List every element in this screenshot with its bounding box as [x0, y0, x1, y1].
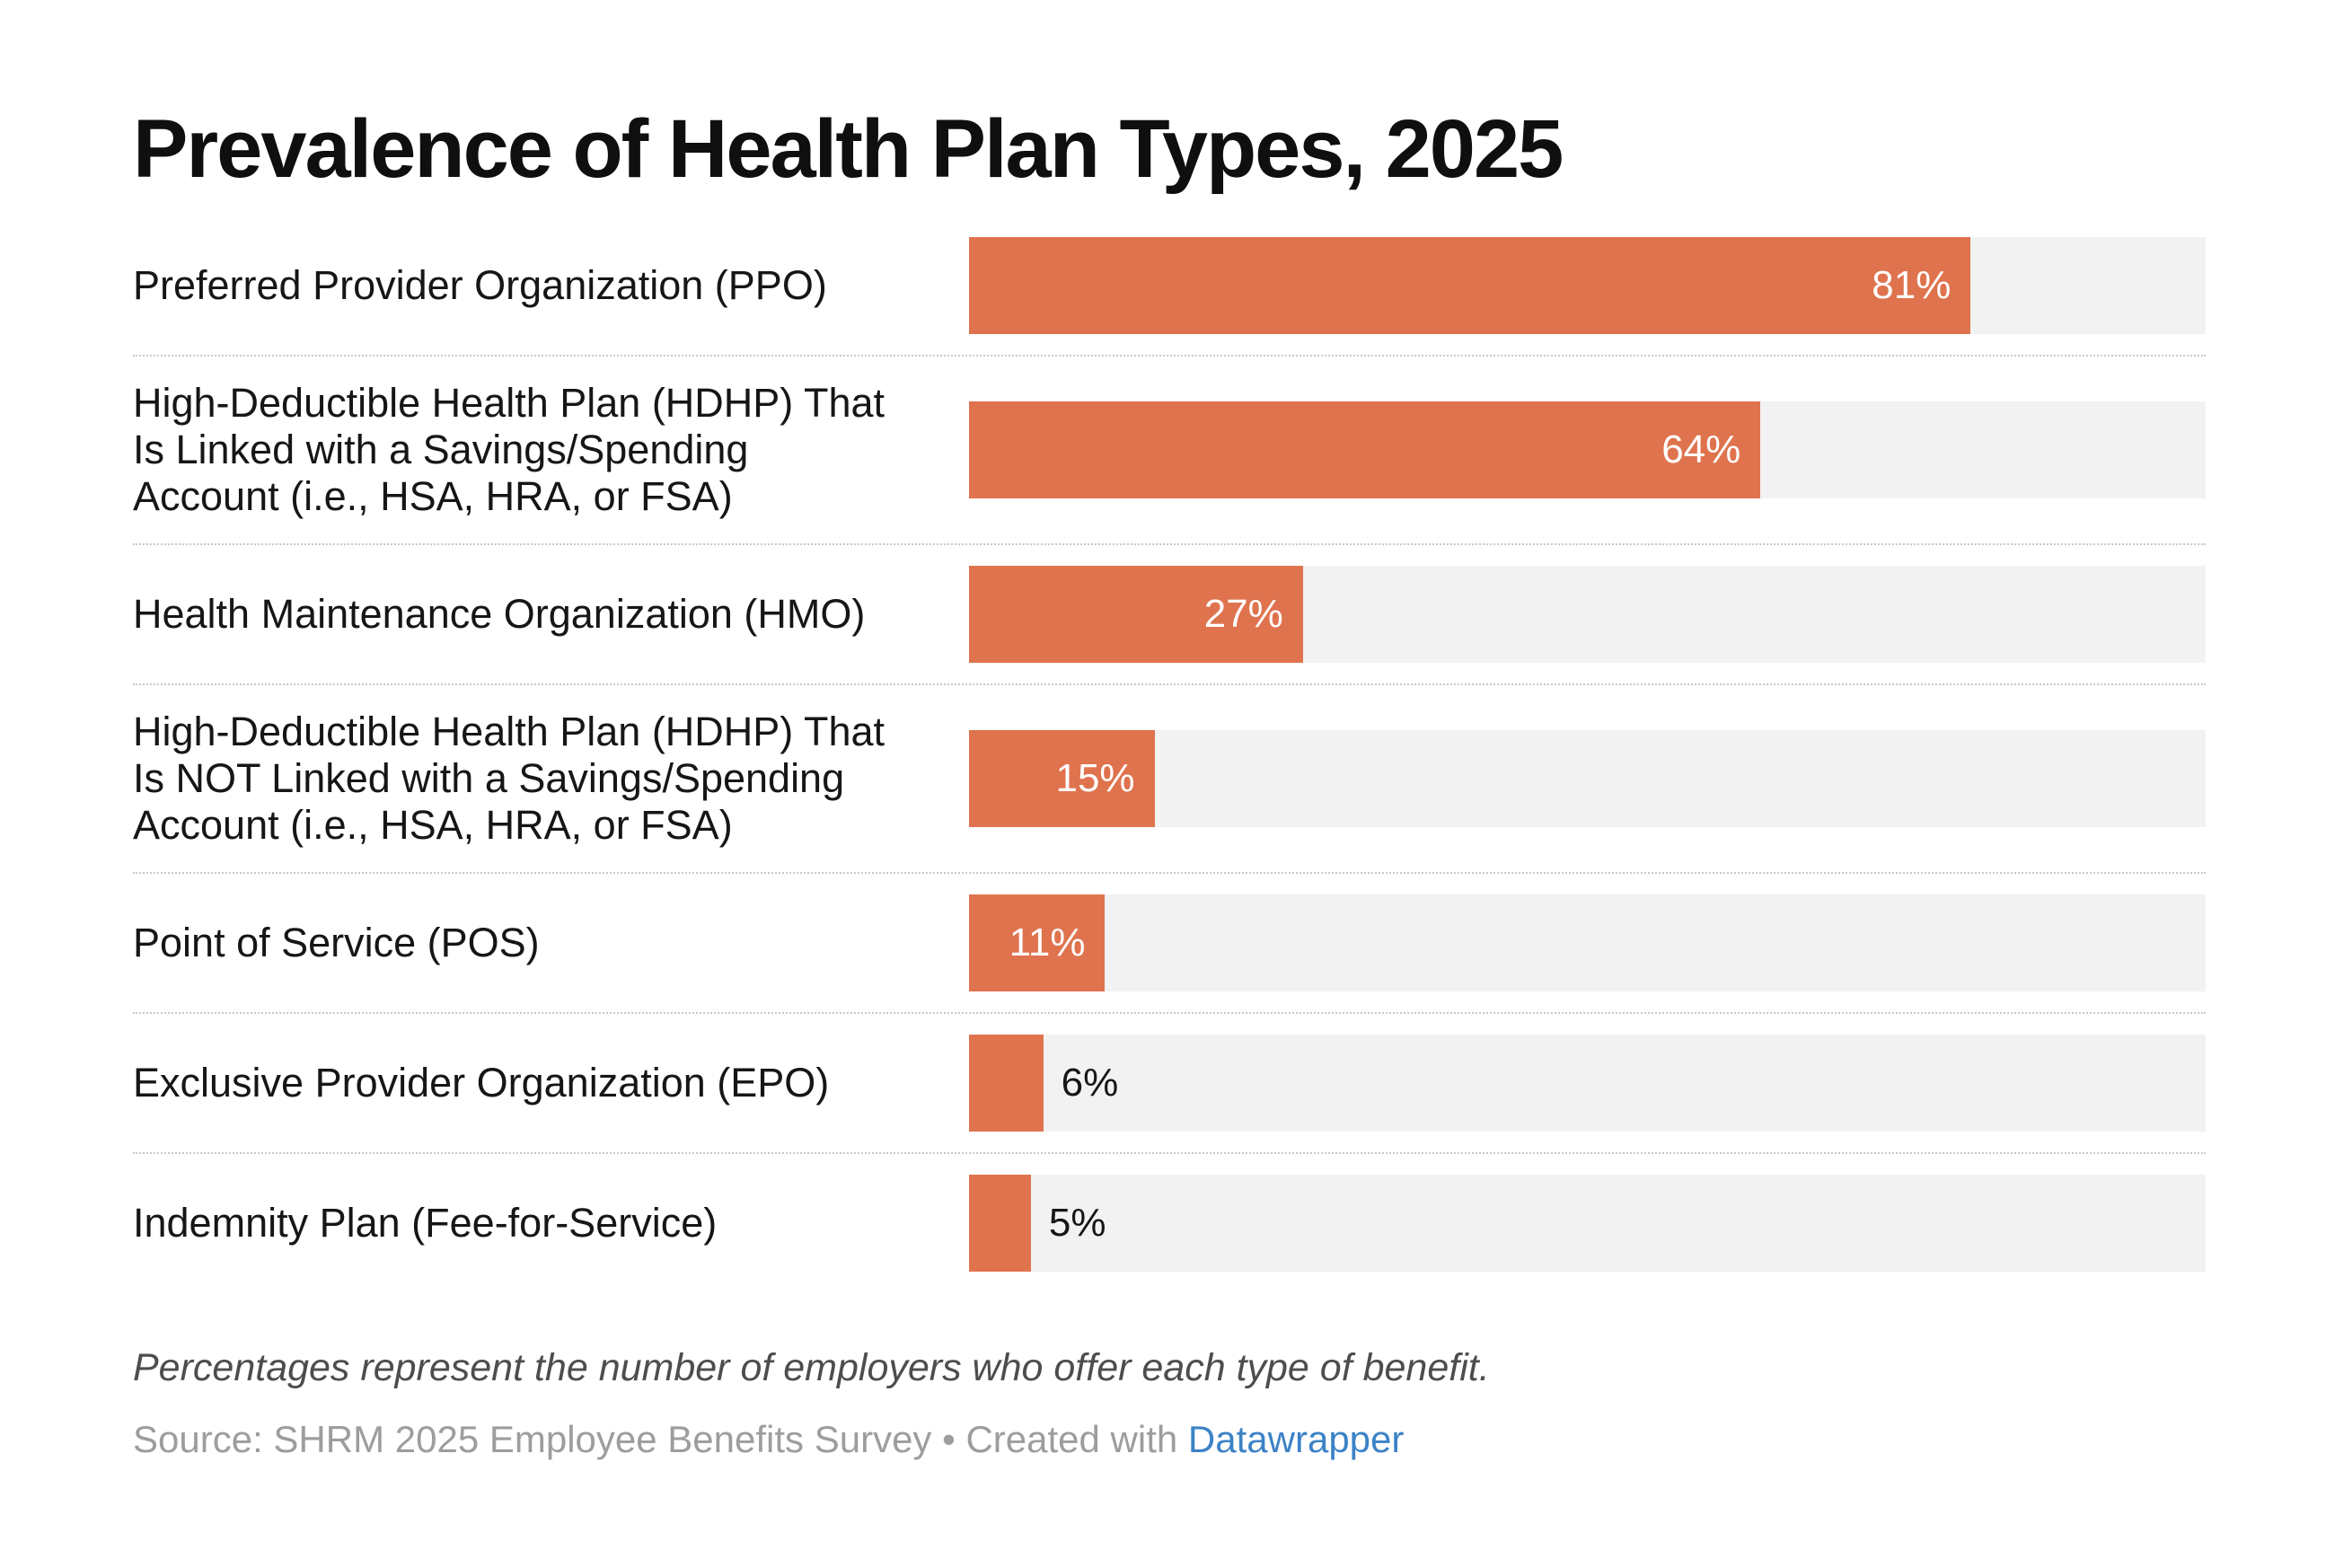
- table-row: High-Deductible Health Plan (HDHP) That …: [133, 683, 2206, 872]
- bar-track: 15%: [969, 730, 2206, 827]
- bar-chart: Preferred Provider Organization (PPO) 81…: [133, 216, 2206, 1292]
- bar: 27%: [969, 566, 1303, 663]
- bar: 81%: [969, 237, 1971, 334]
- bar-track: 64%: [969, 401, 2206, 498]
- category-label: Point of Service (POS): [133, 920, 540, 965]
- bar: 64%: [969, 401, 1761, 498]
- table-row: Health Maintenance Organization (HMO) 27…: [133, 543, 2206, 683]
- bar-track: 11%: [969, 894, 2206, 991]
- table-row: Point of Service (POS) 11%: [133, 872, 2206, 1012]
- source-text: Source: SHRM 2025 Employee Benefits Surv…: [133, 1417, 1188, 1460]
- value-label: 15%: [1055, 756, 1135, 800]
- datawrapper-link[interactable]: Datawrapper: [1187, 1417, 1405, 1460]
- chart-container: Prevalence of Health Plan Types, 2025 Pr…: [133, 103, 2206, 1463]
- value-label: 81%: [1872, 263, 1952, 307]
- value-label: 6%: [1061, 1061, 1119, 1105]
- bar: [969, 1175, 1031, 1272]
- category-label: Indemnity Plan (Fee-for-Service): [133, 1200, 718, 1246]
- category-label: High-Deductible Health Plan (HDHP) That …: [133, 380, 885, 519]
- table-row: Preferred Provider Organization (PPO) 81…: [133, 216, 2206, 355]
- chart-footer: Percentages represent the number of empl…: [133, 1344, 2206, 1463]
- chart-note: Percentages represent the number of empl…: [133, 1346, 1490, 1389]
- category-label: High-Deductible Health Plan (HDHP) That …: [133, 709, 885, 848]
- bar: [969, 1035, 1044, 1132]
- category-label: Exclusive Provider Organization (EPO): [133, 1060, 830, 1106]
- value-label: 27%: [1203, 592, 1283, 636]
- chart-title: Prevalence of Health Plan Types, 2025: [133, 103, 1564, 195]
- bar-track: 5%: [969, 1175, 2206, 1272]
- bar-track: 27%: [969, 566, 2206, 663]
- table-row: Indemnity Plan (Fee-for-Service) 5%: [133, 1152, 2206, 1292]
- table-row: Exclusive Provider Organization (EPO) 6%: [133, 1012, 2206, 1152]
- table-row: High-Deductible Health Plan (HDHP) That …: [133, 355, 2206, 543]
- bar: 15%: [969, 730, 1155, 827]
- category-label: Preferred Provider Organization (PPO): [133, 262, 827, 308]
- category-label: Health Maintenance Organization (HMO): [133, 591, 866, 637]
- value-label: 64%: [1661, 427, 1741, 471]
- bar-track: 81%: [969, 237, 2206, 334]
- value-label: 5%: [1048, 1201, 1106, 1245]
- source-line: Source: SHRM 2025 Employee Benefits Surv…: [133, 1416, 2206, 1464]
- bar: 11%: [969, 894, 1106, 991]
- bar-track: 6%: [969, 1035, 2206, 1132]
- value-label: 11%: [1009, 921, 1086, 965]
